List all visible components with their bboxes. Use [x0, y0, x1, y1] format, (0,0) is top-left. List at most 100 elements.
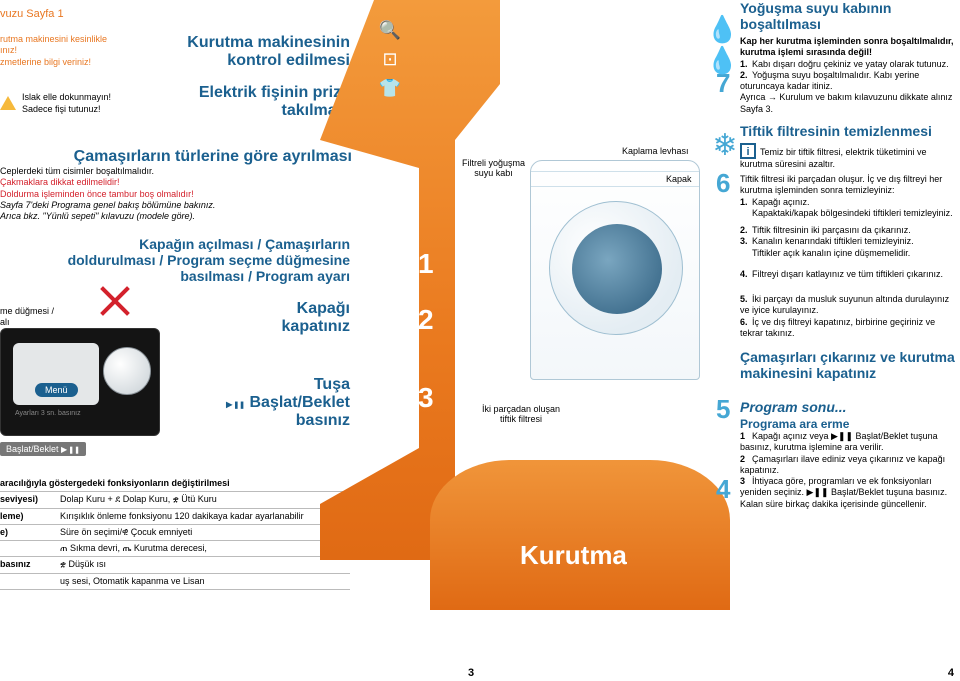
r-p1d: Ayrıca → Kurulum ve bakım kılavuzunu dik… — [740, 92, 960, 115]
table-heading: aracılığıyla göstergedeki fonksiyonların… — [0, 478, 350, 489]
orange-bottom-shape — [430, 460, 730, 610]
start-button-label: Başlat/Beklet — [0, 442, 86, 456]
r-heading-2: Tiftik filtresinin temizlenmesi — [740, 123, 960, 139]
warn-line: rutma makinesini kesinlikle — [0, 34, 107, 45]
guide-ref: vuzu Sayfa 1 — [0, 8, 64, 20]
warn-line: zmetlerine bilgi veriniz! — [0, 57, 107, 68]
txt: Elektrik fişinin prize — [199, 84, 350, 102]
r-heading-3: Çamaşırları çıkarınız ve kurutma makines… — [740, 349, 960, 381]
end-1: 1Kapağı açınız veya ▶❚❚ Başlat/Beklet tu… — [740, 431, 960, 454]
sort-ref: Arıca bkz. "Yünlü sepeti" kılavuzu (mode… — [0, 211, 352, 222]
r-p2a: Tiftik filtresi iki parçadan oluşur. İç … — [740, 174, 960, 197]
end-3: 3İhtiyaca göre, programları ve ek fonksi… — [740, 476, 960, 510]
press-heading: Tuşa Başlat/Beklet basınız — [226, 376, 350, 430]
warning-block: rutma makinesini kesinlikle ınız! zmetle… — [0, 34, 107, 68]
step-2: 2.Tiftik filtresinin iki parçasını da çı… — [740, 225, 960, 236]
right-step-num: 4 — [716, 474, 730, 505]
txt: kontrol edilmesi — [187, 52, 350, 70]
dryer-drum — [572, 224, 662, 314]
r-info: iTemiz bir tiftik filtresi, elektrik tük… — [740, 143, 960, 170]
sort-warning: Doldurma işleminden önce tambur boş olma… — [0, 189, 352, 200]
program-dial — [103, 347, 151, 395]
label-lint-filter: İki parçadan oluşan tiftik filtresi — [482, 404, 560, 424]
right-column: Yoğuşma suyu kabının boşaltılması Kap he… — [740, 0, 960, 680]
r-heading-5: Programa ara erme — [740, 417, 960, 431]
socket-icon: ⊡ — [360, 49, 420, 70]
step-1b: Kapaktaki/kapak bölgesindeki tiftikleri … — [740, 208, 960, 219]
control-heading: Kurutma makinesinin kontrol edilmesi — [187, 34, 350, 70]
dryer-illustration — [530, 160, 700, 380]
step-1: 1.Kapağı açınız. — [740, 197, 960, 208]
txt: me düğmesi / — [0, 306, 54, 317]
panel-screen: Menü — [13, 343, 99, 405]
ayarlar-hint: Ayarları 3 sn. basınız — [15, 410, 81, 417]
label-cover: Kaplama levhası — [622, 146, 689, 156]
step-3b: Tiftikler açık kanalın içine düşmemelidi… — [740, 248, 960, 259]
txt: Kapağı — [282, 300, 350, 318]
program-knob-label: me düğmesi / alı — [0, 306, 54, 329]
txt: basınız — [226, 412, 350, 430]
txt: doldurulması / Program seçme düğmesine — [68, 252, 350, 268]
close-heading: Kapağı kapatınız — [282, 300, 350, 336]
txt: kapatınız — [282, 318, 350, 336]
warning-icon — [0, 96, 16, 110]
step-mini-icons: 🔍 ⊡ 👕 — [360, 20, 420, 107]
cross-icon — [98, 284, 132, 318]
kurutma-title-bottom: Kurutma — [520, 540, 627, 571]
r-p1a: Kap her kurutma işleminden sonra boşaltı… — [740, 36, 960, 59]
sort-heading: Çamaşırların türlerine göre ayrılması — [0, 148, 352, 166]
txt: tiftik filtresi — [482, 414, 560, 424]
right-step-num: 5 — [716, 394, 730, 425]
r-heading-4: Program sonu... — [740, 399, 960, 415]
right-step-num: 6 — [716, 168, 730, 199]
open-heading: Kapağın açılması / Çamaşırların doldurul… — [68, 236, 350, 284]
sort-body: Ceplerdeki tüm cisimler boşaltılmalıdır. — [0, 166, 352, 177]
txt: Filtreli yoğuşma — [462, 158, 525, 168]
step-3: 3.Kanalın kenarındaki tiftikleri temizle… — [740, 236, 960, 247]
wet-hands-warning: Islak elle dokunmayın! — [22, 92, 111, 103]
txt: Kurutma makinesinin — [187, 34, 350, 52]
txt: suyu kabı — [462, 168, 525, 178]
warn-line: ınız! — [0, 45, 107, 56]
functions-table: aracılığıyla göstergedeki fonksiyonların… — [0, 478, 350, 592]
sort-ref: Sayfa 7'deki Programa genel bakış bölümü… — [0, 200, 352, 211]
txt: takılması — [199, 102, 350, 120]
table-row: leme)Kırışıklık önleme fonksiyonu 120 da… — [0, 511, 350, 522]
r-p1c: 2.Yoğuşma suyu boşaltılmalıdır. Kabı yer… — [740, 70, 960, 93]
plug-warning: Sadece fişi tutunuz! — [22, 104, 101, 115]
table-row: e)Süre ön seçimi/ዊ Çocuk emniyeti — [0, 527, 350, 538]
table-row: seviyesi)Dolap Kuru + ደ Dolap Kuru, ቋ Üt… — [0, 494, 350, 505]
step-num: 2 — [418, 304, 434, 336]
r-heading-1: Yoğuşma suyu kabının boşaltılması — [740, 0, 960, 32]
step-6: 6.İç ve dış filtreyi kapatınız, birbirin… — [740, 317, 960, 340]
control-panel-illustration: Menü Ayarları 3 sn. basınız — [0, 328, 160, 436]
inspect-icon: 🔍 — [360, 20, 420, 41]
txt: Başlat/Beklet — [250, 394, 351, 411]
drops-icon: 💧💧 — [706, 26, 744, 64]
step-num: 3 — [418, 382, 434, 414]
snowflake-icon: ❄ — [706, 126, 744, 164]
txt: İki parçadan oluşan — [482, 404, 560, 414]
step-num: 1 — [418, 248, 434, 280]
dryer-door — [549, 201, 683, 335]
table-row: uş sesi, Otomatik kapanma ve Lisan — [0, 576, 350, 587]
page-number: 4 — [948, 667, 954, 679]
label-lid: Kapak — [666, 174, 692, 184]
start-button-row: Başlat/Beklet — [0, 440, 86, 458]
page-number: 3 — [468, 667, 474, 679]
label-condensate: Filtreli yoğuşma suyu kabı — [462, 158, 525, 178]
table-row: basınızቋ Düşük ısı — [0, 559, 350, 570]
menu-pill: Menü — [35, 383, 78, 397]
txt: Kapağın açılması / Çamaşırların — [68, 236, 350, 252]
r-p1b: 1.Kabı dışarı doğru çekiniz ve yatay ola… — [740, 59, 960, 70]
plug-heading: Elektrik fişinin prize takılması — [199, 84, 350, 120]
table-row: ጠ Sıkma devri, ጤ Kurutma derecesi, — [0, 543, 350, 554]
step-5: 5.İki parçayı da musluk suyunun altında … — [740, 294, 960, 317]
kurutma-title-top: Kurutma — [500, 10, 607, 41]
sort-warning: Çakmaklara dikkat edilmelidir! — [0, 177, 352, 188]
txt: alı — [0, 317, 54, 328]
txt: Tuşa — [226, 376, 350, 394]
end-2: 2Çamaşırları ilave ediniz veya çıkarınız… — [740, 454, 960, 477]
shirt-icon: 👕 — [360, 78, 420, 99]
txt: basılması / Program ayarı — [68, 268, 350, 284]
